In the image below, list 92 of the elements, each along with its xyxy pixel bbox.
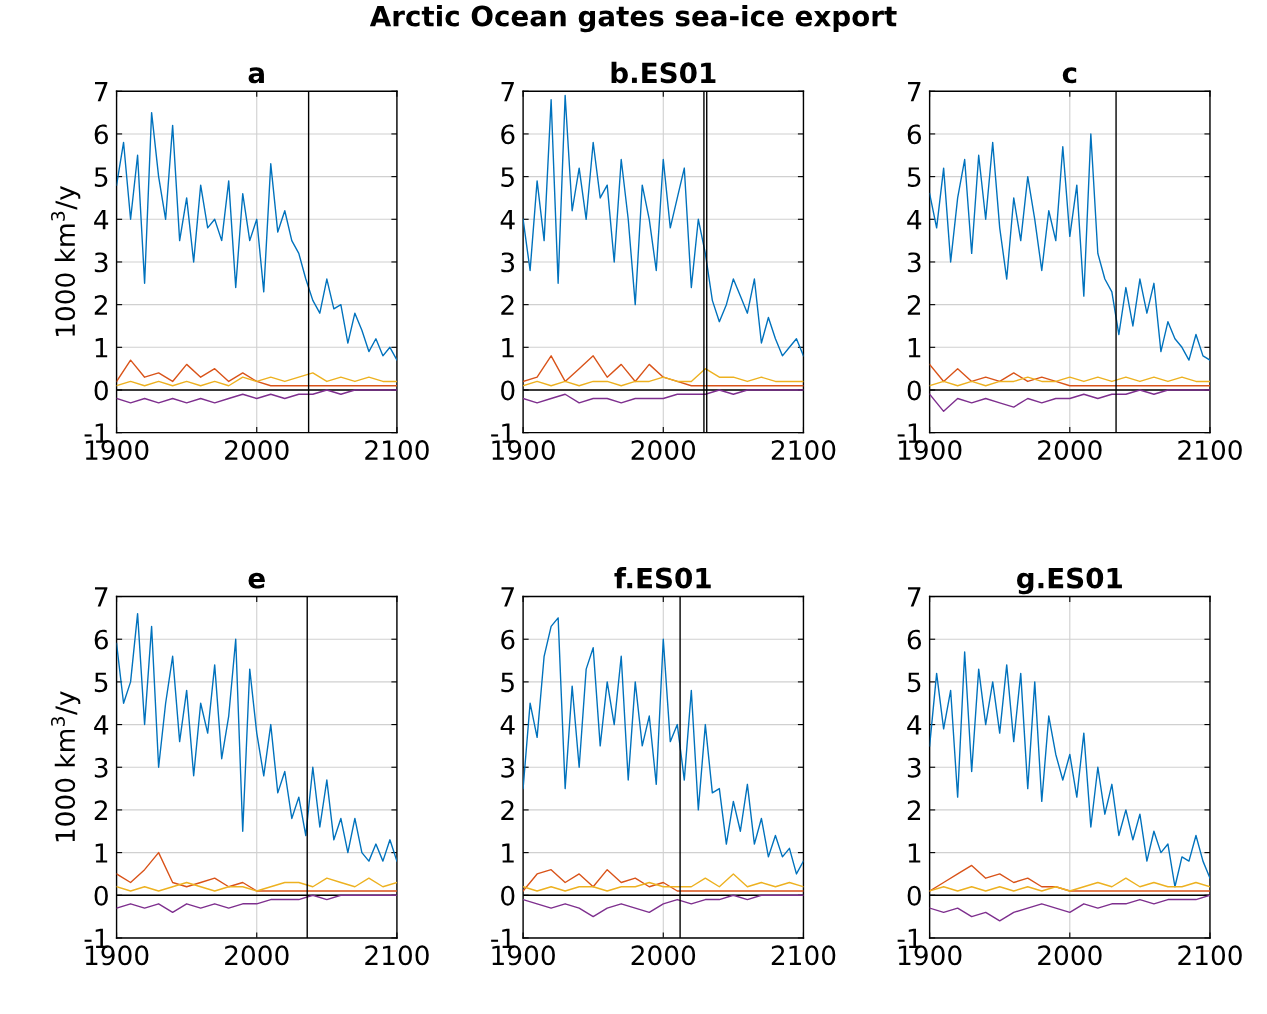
- line-series: [929, 894, 1210, 922]
- x-tick-label: 2000: [631, 440, 696, 461]
- y-tick-label: 4: [500, 715, 515, 735]
- y-tick-label: 3: [94, 252, 108, 273]
- y-tick-label: 1: [95, 843, 108, 863]
- chart-title: a: [248, 67, 264, 84]
- line-series: [929, 363, 1210, 387]
- y-tick-label: 2: [94, 800, 107, 820]
- y-tick-label: 4: [94, 210, 109, 230]
- chart-title: e: [248, 572, 265, 589]
- x-tick-label: 2100: [771, 440, 836, 461]
- y-tick-label: 3: [94, 757, 108, 778]
- line-series: [523, 389, 804, 404]
- y-tick-label: 1: [95, 338, 108, 358]
- y-tick-label: 5: [501, 167, 514, 188]
- line-series: [116, 359, 397, 387]
- x-tick-label: 2100: [365, 945, 429, 966]
- y-tick-label: 4: [907, 210, 922, 230]
- y-tick-label: 2: [907, 295, 921, 315]
- x-tick-label: 2000: [1038, 440, 1102, 461]
- y-tick-label: 6: [94, 124, 108, 145]
- line-series: [929, 864, 1210, 892]
- x-tick-label: 2000: [1038, 945, 1102, 966]
- line-series: [523, 894, 804, 918]
- y-tick-label: 6: [501, 629, 515, 650]
- line-series: [523, 617, 804, 875]
- x-tick-label: 2000: [225, 440, 289, 461]
- line-series: [929, 651, 1210, 888]
- chart-title: g.ES01: [1017, 567, 1122, 595]
- text: Arctic Ocean gates sea-ice export: [369, 5, 897, 33]
- y-tick-label: 0: [907, 380, 921, 401]
- y-tick-label: 7: [501, 82, 514, 102]
- y-axis-title: 1000 km$^{3}$/y: [50, 691, 81, 842]
- y-tick-label: 5: [907, 672, 921, 693]
- x-tick-label: 2100: [1178, 440, 1242, 461]
- y-tick-label: 3: [501, 757, 515, 778]
- y-tick-label: 0: [907, 885, 921, 906]
- y-tick-label: 2: [907, 800, 921, 820]
- line-series: [116, 851, 397, 892]
- line-series: [523, 873, 804, 892]
- x-tick-label: 2100: [1178, 945, 1242, 966]
- y-tick-label: 4: [94, 715, 109, 735]
- x-tick-label: 2100: [771, 945, 836, 966]
- line-series: [929, 133, 1210, 361]
- y-tick-label: 1: [908, 338, 921, 358]
- y-tick-label: 1: [502, 843, 514, 863]
- chart-title: f.ES01: [614, 567, 711, 589]
- y-tick-label: 6: [501, 124, 515, 145]
- y-tick-label: 1: [502, 338, 514, 358]
- y-tick-label: 0: [94, 380, 108, 401]
- y-tick-label: 7: [94, 587, 108, 607]
- y-tick-label: 6: [907, 629, 922, 650]
- y-tick-label: 5: [94, 672, 108, 693]
- line-series: [523, 868, 804, 892]
- y-tick-label: 5: [907, 167, 921, 188]
- line-series: [116, 389, 397, 404]
- line-series: [523, 355, 804, 387]
- y-tick-label: 0: [501, 380, 515, 401]
- y-tick-label: 2: [94, 295, 107, 315]
- line-series: [523, 94, 804, 357]
- y-tick-label: 5: [94, 167, 108, 188]
- line-series: [116, 612, 397, 862]
- line-series: [929, 877, 1210, 892]
- y-tick-label: 3: [501, 252, 515, 273]
- y-tick-label: 6: [907, 124, 922, 145]
- line-series: [523, 367, 804, 387]
- y-tick-label: 4: [500, 210, 515, 230]
- y-tick-label: 7: [501, 587, 514, 607]
- y-axis-title: 1000 km$^{3}$/y: [50, 185, 81, 336]
- y-tick-label: 7: [908, 82, 921, 102]
- y-tick-label: 0: [501, 885, 515, 906]
- x-tick-label: 2000: [225, 945, 289, 966]
- y-tick-label: 2: [501, 800, 514, 820]
- line-series: [116, 372, 397, 387]
- y-tick-label: 7: [908, 587, 921, 607]
- y-tick-label: 5: [501, 672, 514, 693]
- y-tick-label: 6: [94, 629, 108, 650]
- line-series: [116, 894, 397, 914]
- line-series: [929, 389, 1210, 413]
- y-tick-label: 7: [94, 82, 108, 102]
- line-series: [116, 111, 397, 361]
- x-tick-label: 2000: [631, 945, 696, 966]
- y-tick-label: 4: [907, 715, 922, 735]
- chart-title: c: [1062, 67, 1077, 84]
- y-tick-label: 3: [907, 252, 921, 273]
- y-tick-label: 2: [501, 295, 514, 315]
- line-series: [116, 877, 397, 892]
- x-tick-label: 2100: [365, 440, 429, 461]
- y-tick-label: 3: [907, 757, 921, 778]
- chart-title: b.ES01: [611, 61, 716, 84]
- y-tick-label: 1: [908, 843, 921, 863]
- y-tick-label: 0: [94, 885, 108, 906]
